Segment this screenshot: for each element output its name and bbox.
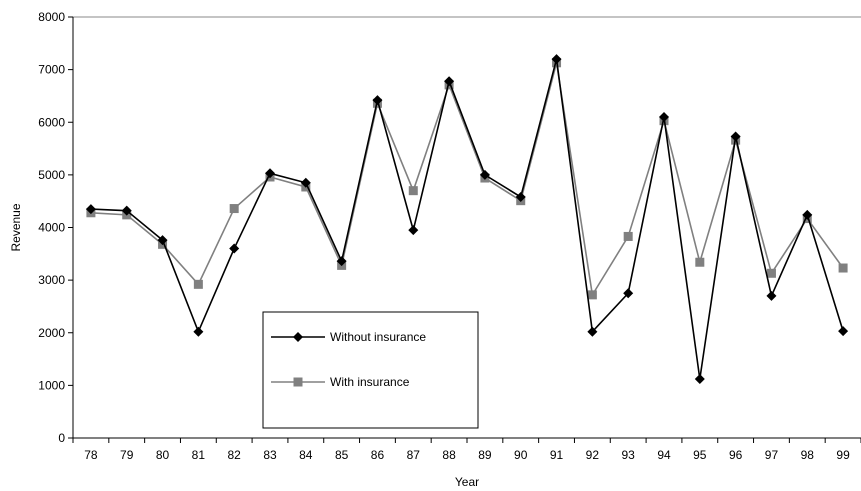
series-line <box>90 62 844 298</box>
data-point <box>766 290 777 301</box>
data-point <box>85 204 96 215</box>
legend-marker <box>293 332 303 342</box>
x-tick-label: 94 <box>657 448 671 462</box>
x-tick-label: 91 <box>550 448 564 462</box>
data-point <box>587 290 597 300</box>
y-tick-label: 5000 <box>38 168 65 182</box>
y-tick-label: 8000 <box>38 10 65 24</box>
data-point <box>838 326 849 337</box>
y-axis-title: Revenue <box>9 203 23 251</box>
data-point <box>121 205 132 216</box>
x-tick-label: 82 <box>228 448 242 462</box>
data-point <box>730 131 741 142</box>
legend: Without insurance With insurance <box>262 311 479 429</box>
x-tick-label: 95 <box>693 448 707 462</box>
data-point <box>515 191 526 202</box>
data-point <box>372 95 383 106</box>
series-line <box>90 58 844 380</box>
x-tick-label: 88 <box>442 448 456 462</box>
y-tick-label: 0 <box>58 431 65 445</box>
x-tick-label: 98 <box>801 448 815 462</box>
legend-label: With insurance <box>330 375 410 389</box>
y-tick-label: 6000 <box>38 115 65 129</box>
legend-box <box>262 311 479 429</box>
series-0 <box>85 54 849 385</box>
x-tick-label: 83 <box>263 448 277 462</box>
x-tick-label: 79 <box>120 448 134 462</box>
data-point <box>695 257 705 267</box>
y-tick-label: 2000 <box>38 326 65 340</box>
data-point <box>623 288 634 299</box>
data-point <box>444 76 455 87</box>
y-tick-label: 1000 <box>38 378 65 392</box>
data-point <box>300 177 311 188</box>
y-tick-label: 7000 <box>38 63 65 77</box>
x-tick-label: 78 <box>84 448 98 462</box>
legend-marker <box>293 377 303 387</box>
data-point <box>694 374 705 385</box>
data-point <box>193 326 204 337</box>
x-axis-ticks: 78 79 80 81 82 83 84 85 86 87 88 89 90 91 92 93 94 95 96 97… <box>72 438 861 462</box>
data-point <box>479 169 490 180</box>
x-tick-label: 99 <box>836 448 850 462</box>
data-point <box>408 186 418 196</box>
series-1 <box>86 58 848 300</box>
x-tick-label: 89 <box>478 448 492 462</box>
data-point <box>265 168 275 179</box>
data-point <box>551 54 562 65</box>
series-layer <box>85 54 849 385</box>
y-axis-ticks: 0 1000 2000 3000 4000 5000 6000 7000 8000 <box>38 10 73 445</box>
data-point <box>659 111 669 122</box>
x-tick-label: 81 <box>192 448 206 462</box>
x-tick-label: 86 <box>371 448 385 462</box>
legend-label: Without insurance <box>330 330 426 344</box>
x-tick-label: 92 <box>586 448 600 462</box>
data-point <box>838 263 848 273</box>
y-tick-label: 3000 <box>38 273 65 287</box>
x-tick-label: 80 <box>156 448 170 462</box>
x-tick-label: 90 <box>514 448 528 462</box>
data-point <box>157 235 168 246</box>
data-point <box>766 268 776 278</box>
y-tick-label: 4000 <box>38 221 65 235</box>
data-point <box>587 326 598 337</box>
data-point <box>229 243 240 254</box>
x-axis-title: Year <box>455 475 479 489</box>
data-point <box>802 209 813 220</box>
data-point <box>623 231 633 241</box>
x-tick-label: 96 <box>729 448 743 462</box>
x-tick-label: 97 <box>765 448 779 462</box>
data-point <box>193 279 203 289</box>
x-tick-label: 87 <box>407 448 421 462</box>
data-point <box>408 225 419 236</box>
x-tick-label: 85 <box>335 448 349 462</box>
data-point <box>336 256 347 267</box>
data-point <box>229 204 239 214</box>
x-tick-label: 84 <box>299 448 313 462</box>
x-tick-label: 93 <box>622 448 636 462</box>
